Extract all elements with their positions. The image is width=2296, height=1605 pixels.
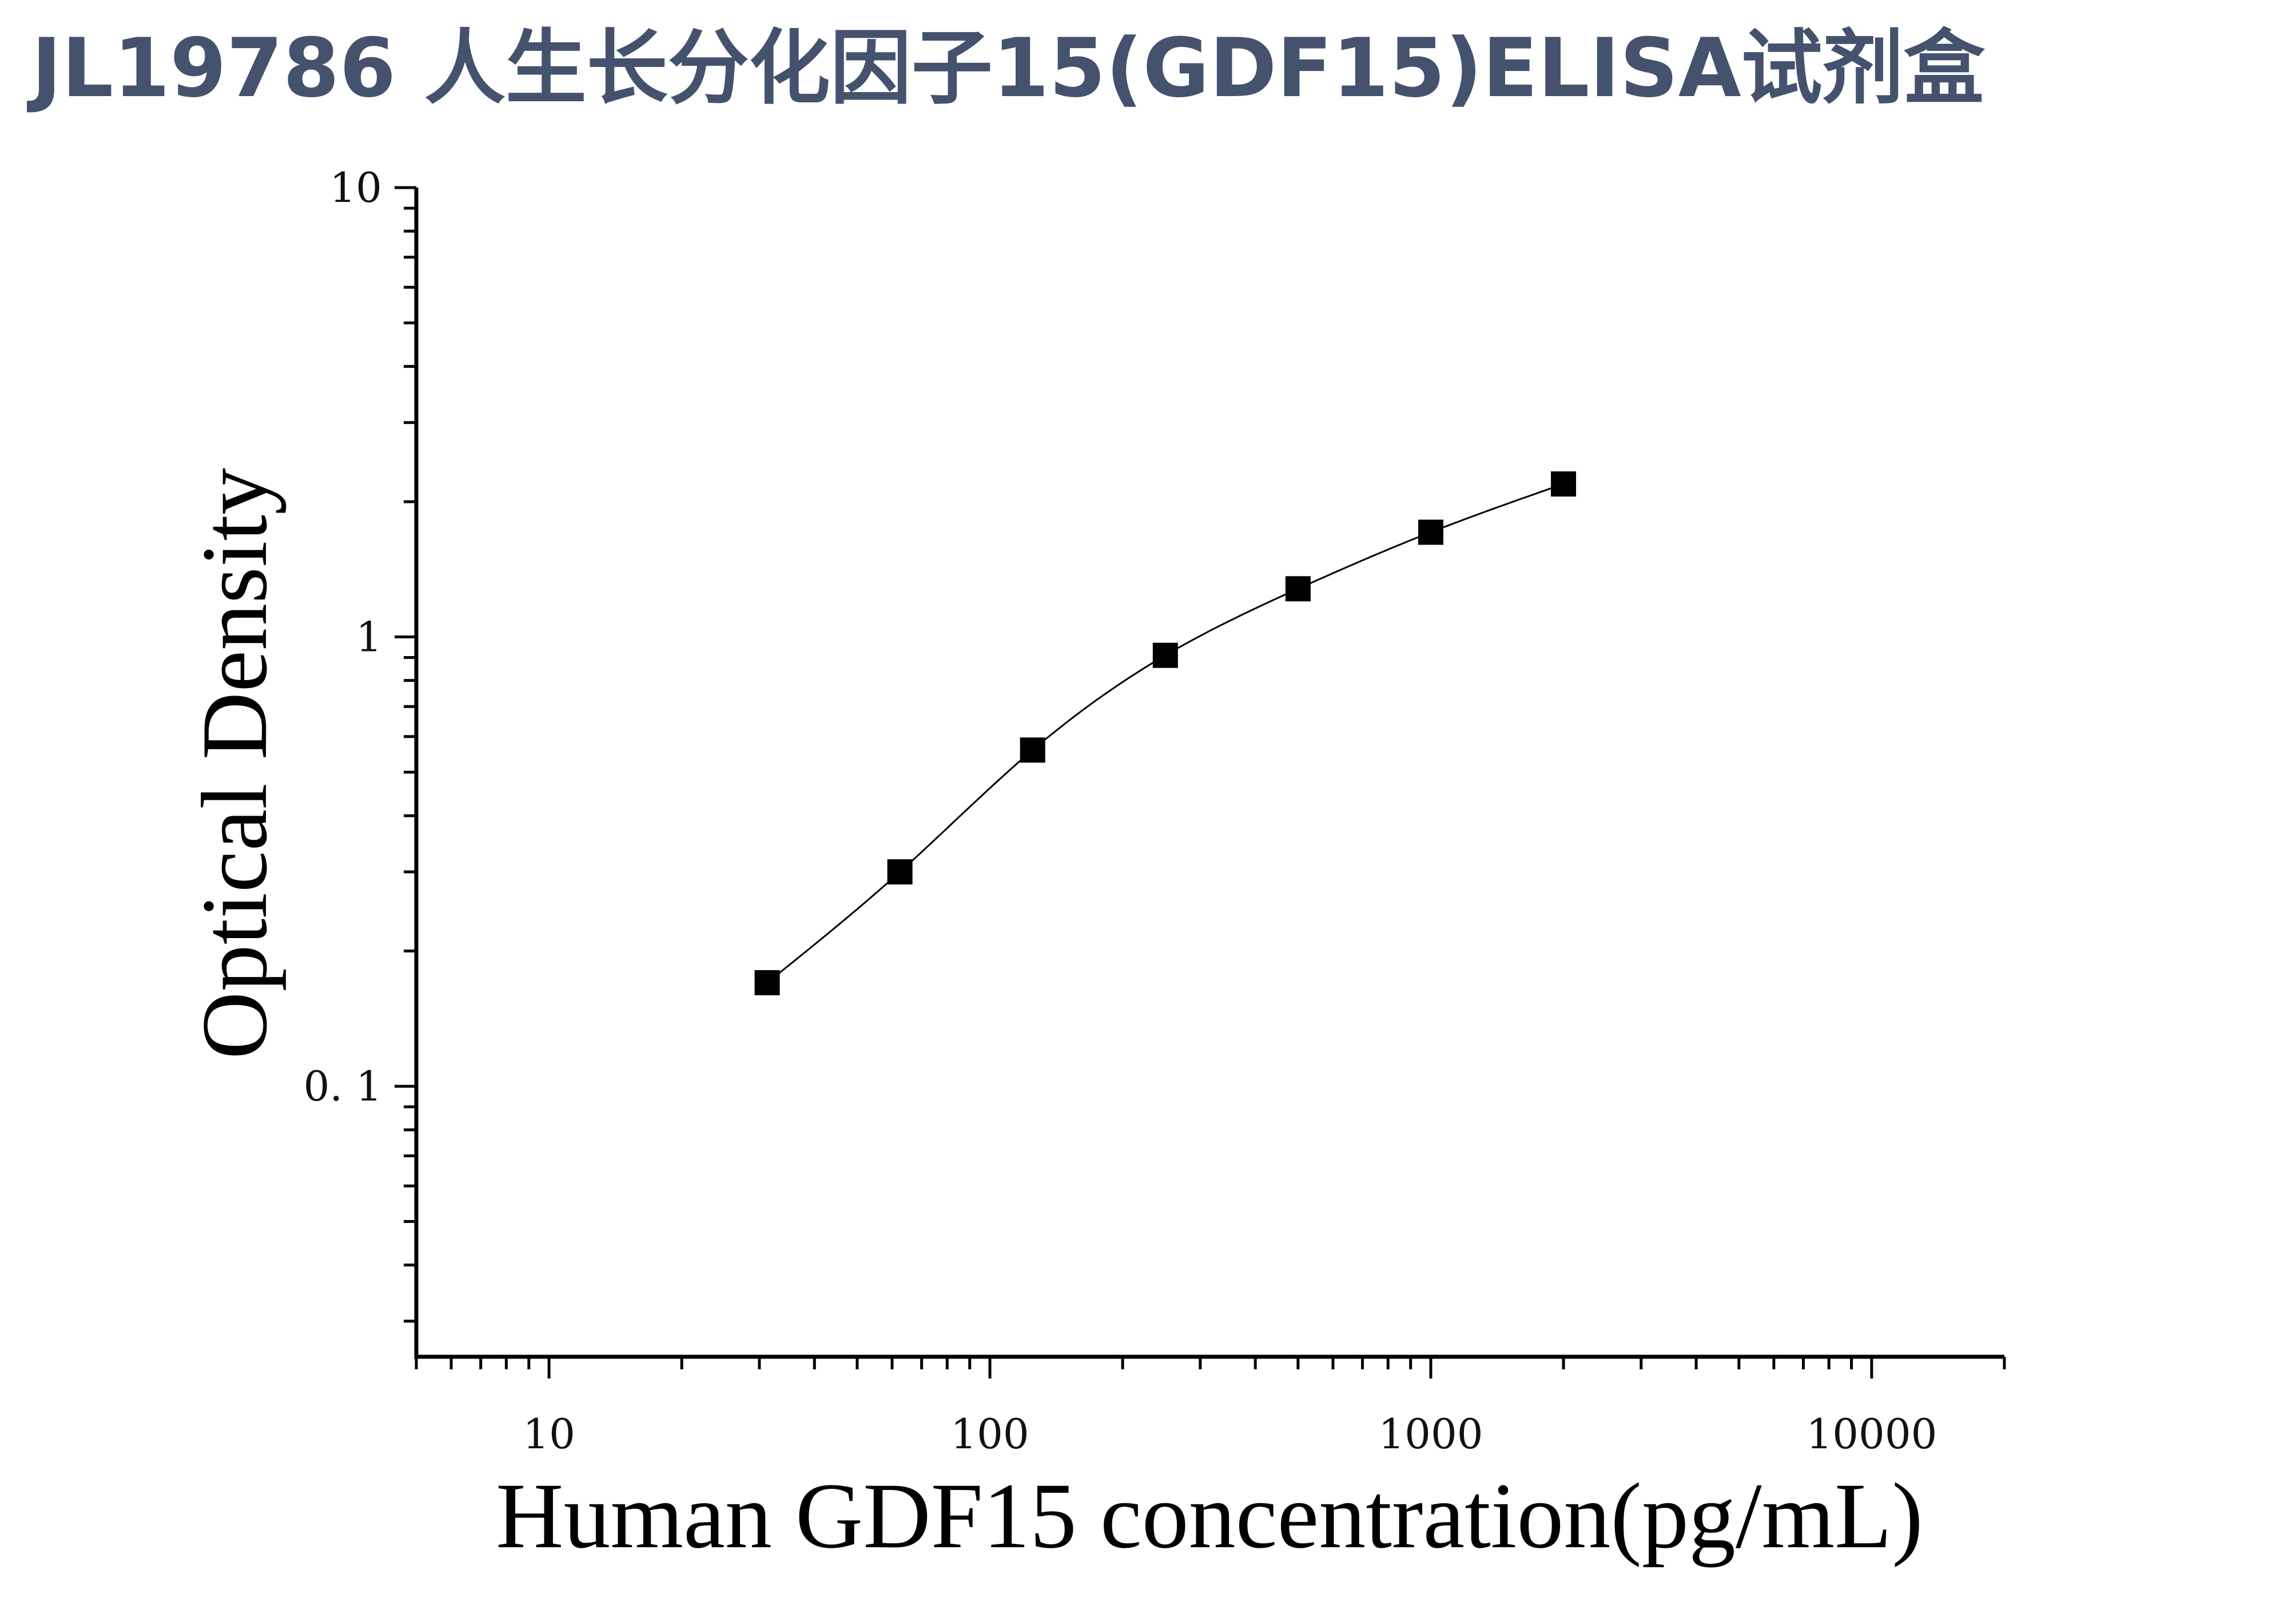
data-point [1020, 737, 1045, 763]
x-tick-label: 100 [950, 1410, 1029, 1458]
data-point [1152, 642, 1178, 668]
data-points [754, 471, 1577, 996]
y-tick-label: 0. 1 [304, 1062, 382, 1110]
x-tick-labels: 10 100 1000 10000 [523, 1410, 1937, 1458]
data-point [1551, 471, 1577, 497]
axes [395, 186, 2006, 1378]
data-point [1285, 576, 1311, 602]
data-point [887, 859, 913, 885]
x-axis-title: Human GDF15 concentration(pg/mL) [496, 1464, 1923, 1568]
page-title: JL19786 人生长分化因子15(GDF15)ELISA试剂盒 [31, 21, 1985, 116]
y-tick-label: 1 [356, 613, 382, 661]
y-tick-label: 10 [329, 164, 382, 212]
data-point [1418, 519, 1443, 545]
x-tick-label: 10 [523, 1410, 575, 1458]
y-axis-title: Optical Density [183, 468, 286, 1059]
fit-curve [766, 483, 1564, 984]
x-tick-label: 10000 [1806, 1410, 1937, 1458]
x-tick-label: 1000 [1378, 1410, 1483, 1458]
y-tick-labels: 0. 1 1 10 [304, 164, 382, 1110]
data-point [754, 970, 780, 996]
